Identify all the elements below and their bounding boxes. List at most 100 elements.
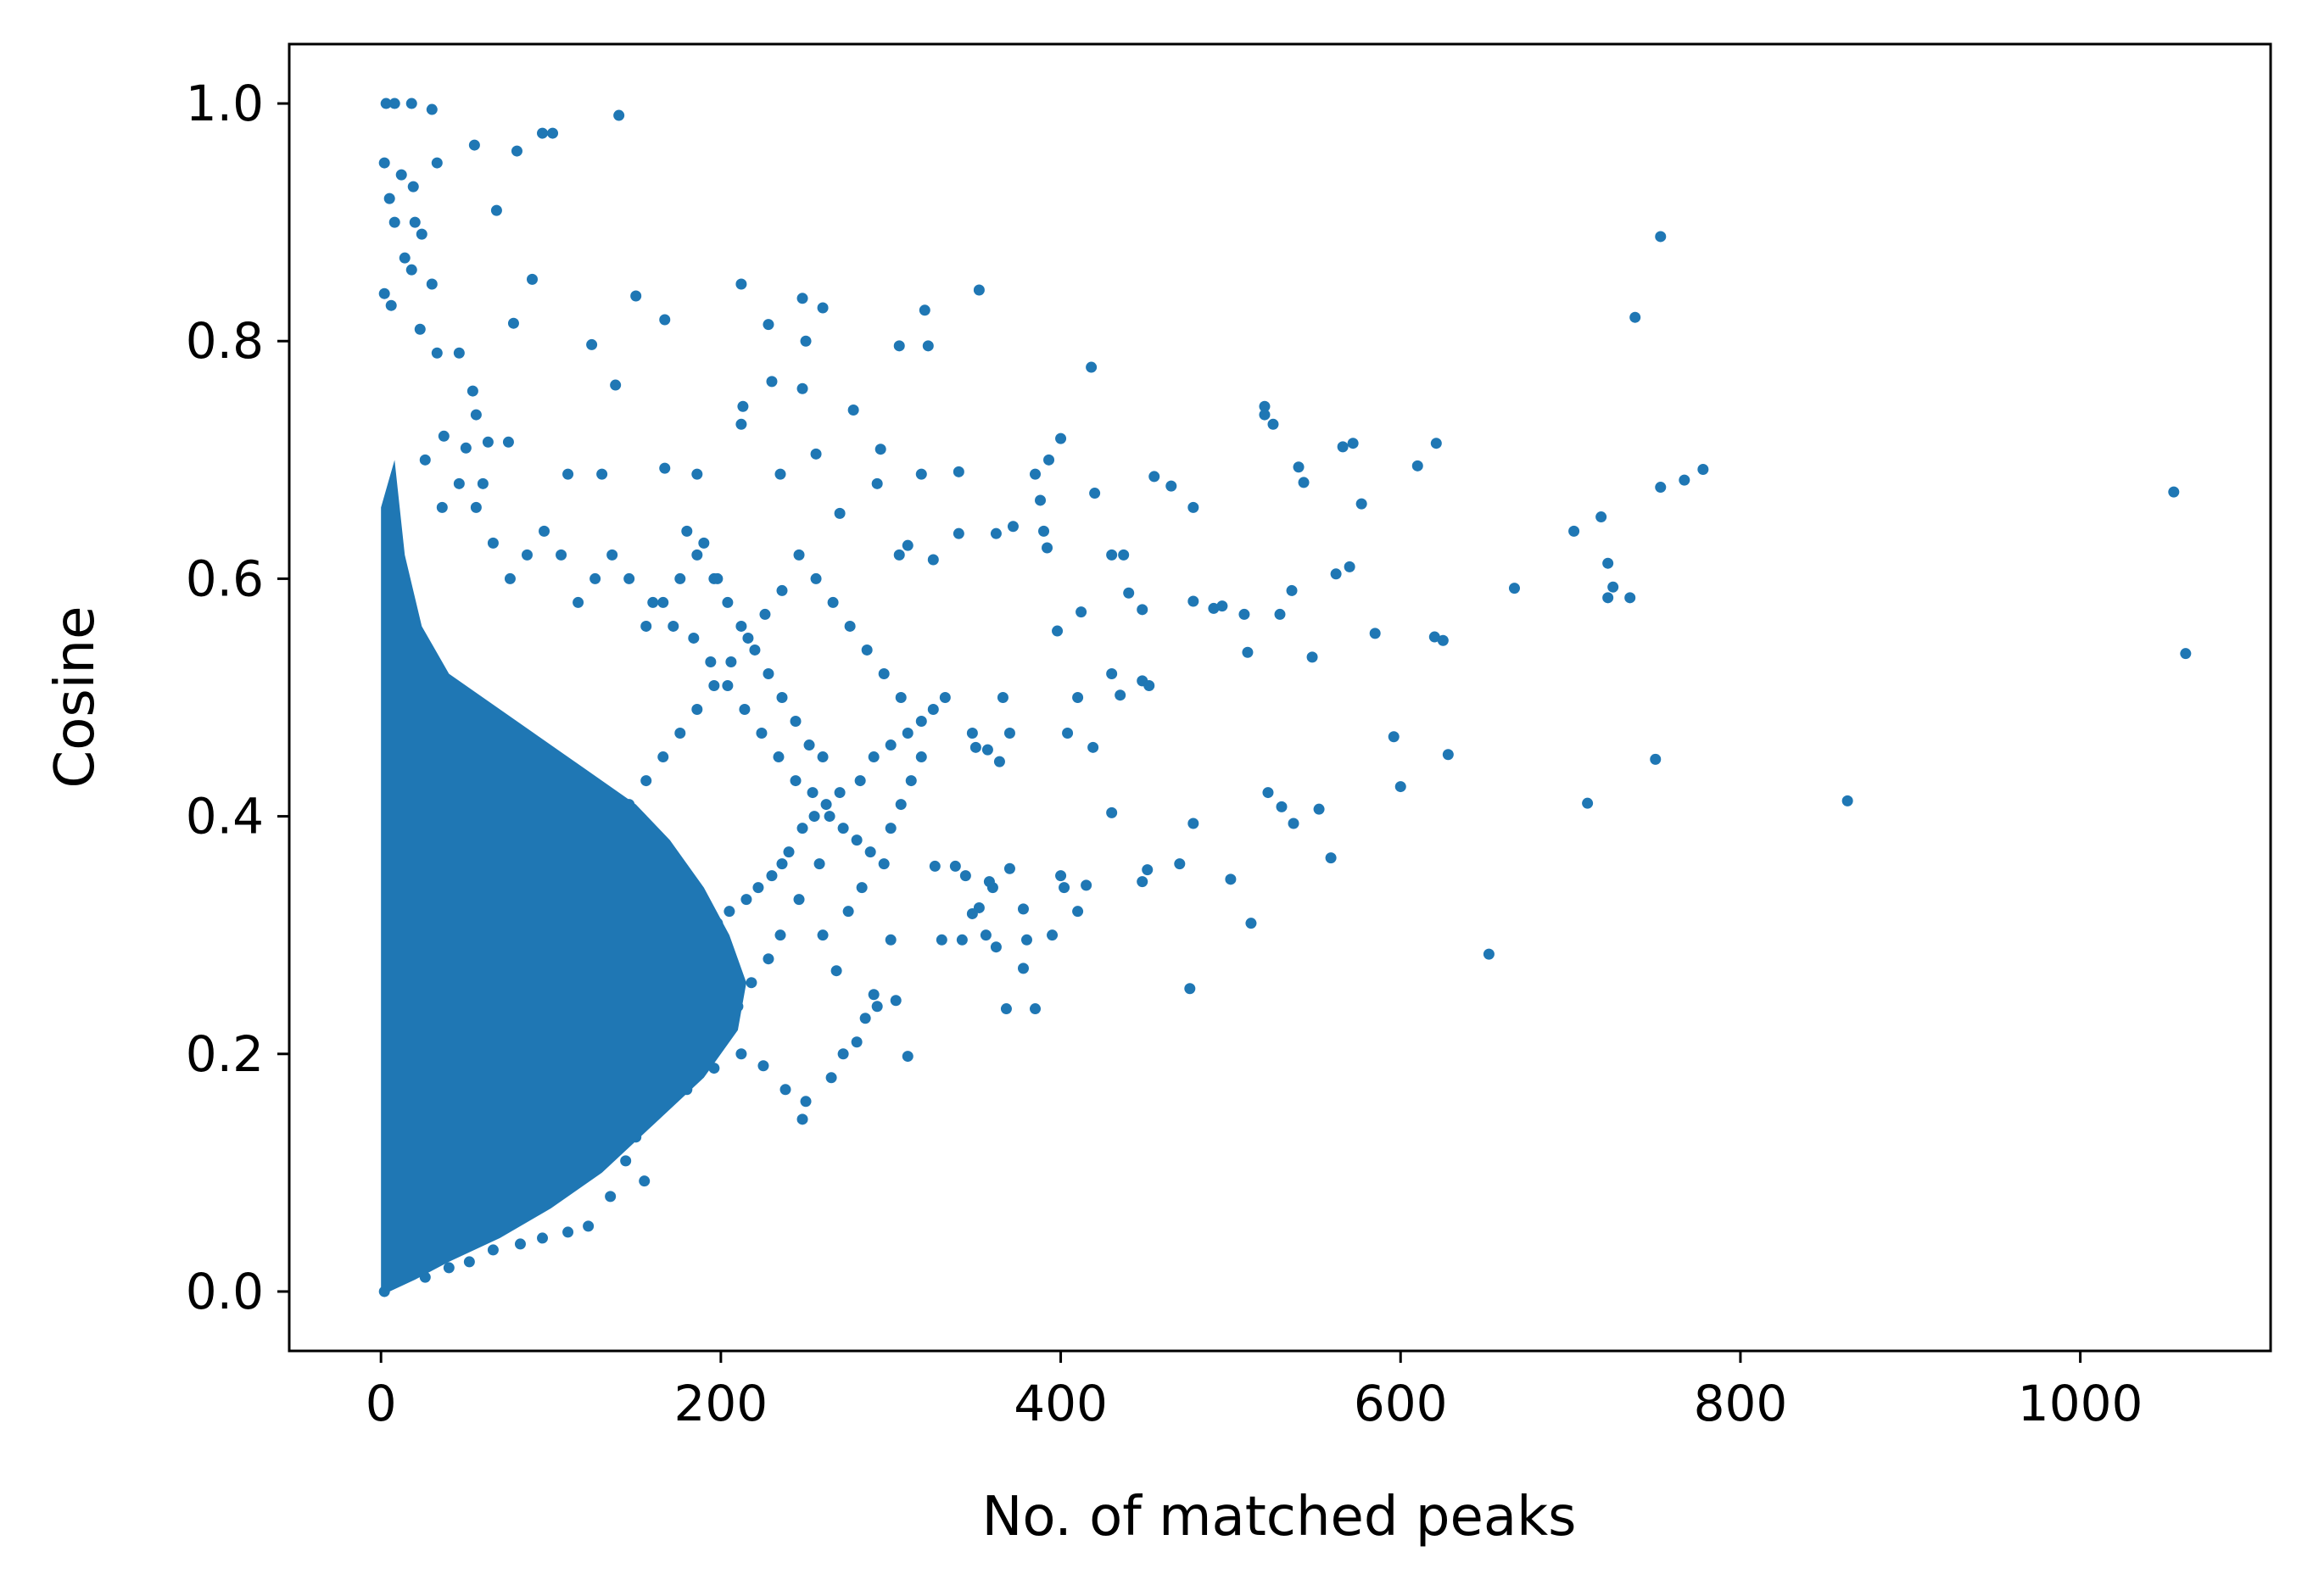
x-tick-label: 200	[674, 1375, 768, 1432]
scatter-point	[783, 846, 795, 858]
scatter-point	[817, 751, 829, 763]
scatter-point	[895, 692, 907, 703]
scatter-point	[378, 157, 390, 169]
plot-frame	[288, 42, 2272, 1353]
scatter-point	[1225, 873, 1237, 885]
scatter-point	[504, 572, 516, 584]
scatter-point	[830, 965, 842, 977]
scatter-point	[796, 293, 808, 304]
scatter-point	[871, 477, 883, 489]
scatter-point	[405, 98, 417, 109]
scatter-point	[893, 549, 905, 561]
scatter-point	[757, 1060, 769, 1072]
scatter-point	[1143, 679, 1155, 691]
scatter-point	[722, 596, 734, 608]
scatter-point	[790, 775, 802, 787]
scatter-point	[1003, 728, 1015, 739]
scatter-point	[1043, 454, 1055, 466]
scatter-point	[927, 554, 939, 566]
scatter-point	[623, 572, 635, 584]
scatter-point	[980, 929, 992, 941]
scatter-point	[419, 454, 431, 466]
scatter-point	[776, 584, 788, 596]
scatter-point	[1267, 418, 1279, 430]
scatter-point	[1276, 801, 1288, 812]
scatter-point	[1086, 361, 1098, 373]
scatter-point	[966, 728, 978, 739]
scatter-point	[674, 728, 686, 739]
scatter-point	[1187, 595, 1199, 607]
scatter-point	[1072, 906, 1084, 918]
scatter-point	[610, 379, 622, 391]
scatter-point	[1430, 438, 1442, 449]
scatter-point	[796, 823, 808, 834]
scatter-point	[596, 468, 608, 480]
x-axis-label: No. of matched peaks	[982, 1486, 1577, 1549]
scatter-point	[2180, 648, 2192, 660]
scatter-point	[1437, 634, 1449, 646]
scatter-point	[463, 1256, 475, 1268]
scatter-point	[1602, 592, 1614, 604]
y-axis-label: Cosine	[44, 606, 107, 789]
scatter-point	[1508, 583, 1520, 594]
scatter-point	[807, 787, 819, 799]
scatter-point	[1047, 929, 1059, 941]
scatter-point	[502, 436, 514, 448]
scatter-point	[1174, 858, 1186, 870]
scatter-point	[803, 739, 815, 751]
scatter-point	[657, 596, 669, 608]
scatter-point	[399, 252, 411, 264]
scatter-point	[752, 882, 764, 894]
scatter-dense-cloud	[381, 460, 746, 1292]
scatter-point	[953, 527, 964, 539]
scatter-point	[808, 811, 820, 823]
scatter-point	[605, 1191, 617, 1203]
scatter-point	[902, 1051, 914, 1063]
scatter-point	[871, 1001, 883, 1013]
scatter-point	[1293, 461, 1305, 473]
y-axis: 0.0 0.2 0.4 0.6 0.8 1.0	[186, 75, 289, 1320]
scatter-point	[1106, 667, 1118, 679]
scatter-point	[990, 527, 1002, 539]
scatter-point	[817, 929, 829, 941]
scatter-point	[385, 299, 397, 311]
scatter-point	[431, 347, 443, 359]
scatter-point	[749, 644, 761, 656]
scatter-point	[735, 418, 747, 430]
scatter-point	[1262, 787, 1274, 799]
scatter-point	[556, 549, 567, 561]
scatter-point	[827, 596, 839, 608]
scatter-point	[1629, 311, 1641, 323]
scatter-point	[1355, 498, 1367, 510]
scatter-point	[878, 858, 890, 870]
scatter-point	[837, 823, 849, 834]
scatter-point	[796, 382, 808, 394]
scatter-point	[470, 501, 482, 513]
scatter-point	[1055, 870, 1067, 882]
scatter-point	[482, 436, 494, 448]
scatter-point	[681, 525, 693, 537]
scatter-point	[737, 400, 749, 412]
scatter-point	[470, 409, 482, 421]
scatter-point	[613, 109, 625, 121]
scatter-point	[885, 823, 897, 834]
scatter-point	[1000, 1003, 1012, 1015]
scatter-point	[1286, 584, 1298, 596]
scatter-point	[1089, 488, 1101, 499]
scatter-point	[691, 468, 703, 480]
scatter-point	[793, 894, 805, 906]
scatter-point	[766, 376, 778, 388]
scatter-point	[735, 278, 747, 290]
scatter-point	[1624, 592, 1636, 604]
x-tick-label: 800	[1694, 1375, 1788, 1432]
scatter-point	[776, 692, 788, 703]
scatter-point	[1298, 477, 1310, 488]
scatter-point	[1411, 460, 1423, 472]
scatter-point	[890, 995, 902, 1007]
scatter-point	[724, 906, 735, 918]
scatter-point	[915, 751, 927, 763]
scatter-point	[511, 145, 522, 157]
scatter-point	[2168, 486, 2180, 498]
